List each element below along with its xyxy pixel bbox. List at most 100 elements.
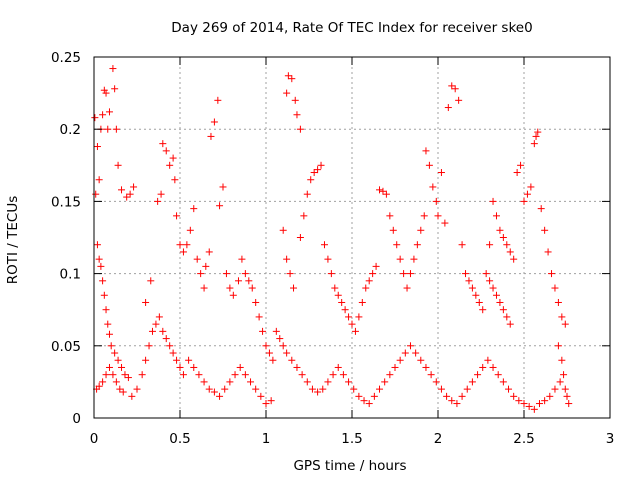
data-point — [186, 226, 194, 234]
data-point — [455, 96, 463, 104]
data-point — [118, 186, 126, 194]
data-point — [308, 385, 316, 393]
data-point — [506, 320, 514, 328]
data-point — [534, 128, 542, 136]
data-point — [241, 270, 249, 278]
data-point — [544, 248, 552, 256]
data-point — [276, 335, 284, 343]
data-point — [319, 385, 327, 393]
data-point — [554, 298, 562, 306]
data-point — [216, 202, 224, 210]
data-point — [231, 371, 239, 379]
data-point — [169, 349, 177, 357]
data-point — [279, 342, 287, 350]
data-point — [176, 363, 184, 371]
data-point — [238, 255, 246, 263]
data-point — [118, 363, 126, 371]
data-point — [291, 96, 299, 104]
data-point — [222, 270, 230, 278]
data-point — [503, 241, 511, 249]
data-point — [331, 284, 339, 292]
data-point — [193, 255, 201, 263]
data-point — [296, 125, 304, 133]
data-point — [159, 327, 167, 335]
data-point — [159, 140, 167, 148]
data-point — [284, 72, 292, 80]
data-point — [494, 371, 502, 379]
data-point — [157, 190, 165, 198]
data-point — [546, 392, 554, 400]
data-point — [102, 306, 110, 314]
data-point — [190, 363, 198, 371]
x-axis-label: GPS time / hours — [293, 458, 406, 474]
data-point — [283, 89, 291, 97]
data-point — [413, 241, 421, 249]
data-point — [443, 392, 451, 400]
data-point — [551, 385, 559, 393]
data-point — [334, 363, 342, 371]
data-point — [541, 397, 549, 405]
data-point — [530, 405, 538, 413]
data-point — [142, 356, 150, 364]
data-point — [563, 392, 571, 400]
data-point — [365, 277, 373, 285]
data-point — [288, 356, 296, 364]
data-point — [499, 378, 507, 386]
data-point — [479, 306, 487, 314]
y-tick-label: 0 — [72, 411, 81, 427]
data-point — [245, 277, 253, 285]
data-point — [99, 111, 107, 119]
y-tick-labels: 0 0.05 0.1 0.15 0.2 0.25 — [51, 50, 81, 427]
x-tick-label: 0 — [90, 431, 99, 447]
y-tick-label: 0.1 — [60, 267, 81, 283]
data-point — [109, 65, 117, 73]
x-tick-label: 1 — [262, 431, 271, 447]
data-point — [262, 342, 270, 350]
data-point — [283, 349, 291, 357]
data-point — [406, 270, 414, 278]
data-point — [515, 397, 523, 405]
data-point — [403, 284, 411, 292]
data-point — [229, 291, 237, 299]
data-point — [216, 392, 224, 400]
data-point — [105, 363, 113, 371]
data-point — [105, 108, 113, 116]
data-point — [259, 327, 267, 335]
data-point — [365, 400, 373, 408]
data-point — [128, 392, 136, 400]
data-point — [327, 270, 335, 278]
data-point — [432, 378, 440, 386]
data-point — [448, 397, 456, 405]
data-point — [355, 313, 363, 321]
data-point — [99, 378, 107, 386]
data-point — [112, 378, 120, 386]
data-point — [417, 226, 425, 234]
data-point — [525, 402, 533, 410]
data-point — [95, 176, 103, 184]
y-tick-label: 0.15 — [51, 194, 81, 210]
data-point — [396, 356, 404, 364]
data-point — [279, 226, 287, 234]
data-point — [166, 342, 174, 350]
data-point — [257, 392, 265, 400]
data-point — [97, 262, 105, 270]
data-point — [492, 212, 500, 220]
data-point — [133, 385, 141, 393]
data-point — [265, 349, 273, 357]
data-point — [121, 371, 129, 379]
data-point — [441, 219, 449, 227]
data-point — [293, 111, 301, 119]
data-point — [214, 96, 222, 104]
data-point — [345, 378, 353, 386]
data-point — [348, 320, 356, 328]
data-point — [102, 371, 110, 379]
data-point — [499, 306, 507, 314]
data-point — [152, 320, 160, 328]
data-point — [560, 371, 568, 379]
data-point — [202, 262, 210, 270]
data-point — [523, 190, 531, 198]
data-point — [114, 161, 122, 169]
data-point — [93, 241, 101, 249]
data-point — [210, 388, 218, 396]
data-point — [389, 226, 397, 234]
